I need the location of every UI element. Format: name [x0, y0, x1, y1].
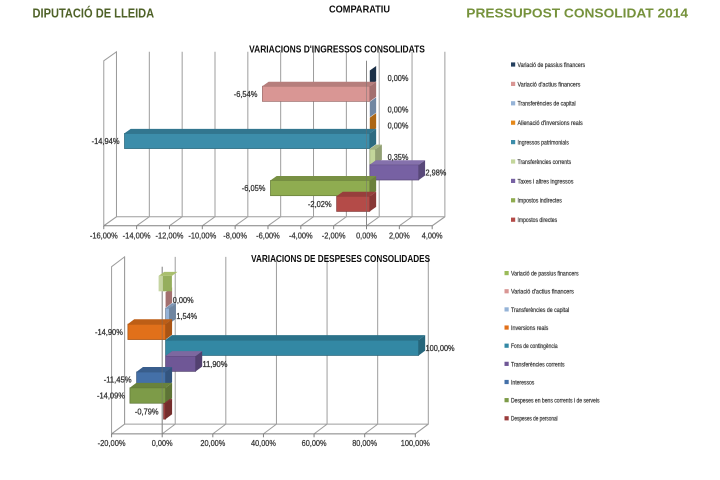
svg-text:-14,94%: -14,94% [92, 136, 120, 146]
svg-text:0,35%: 0,35% [388, 152, 409, 162]
svg-text:11,90%: 11,90% [203, 359, 228, 369]
svg-text:Transferències corrents: Transferències corrents [511, 361, 565, 368]
svg-text:-14,09%: -14,09% [97, 391, 125, 401]
svg-text:-8,00%: -8,00% [223, 231, 247, 241]
svg-text:0,00%: 0,00% [356, 231, 377, 241]
svg-text:2,98%: 2,98% [426, 167, 447, 177]
svg-text:0,00%: 0,00% [388, 73, 409, 83]
svg-text:Variació d'actius financers: Variació d'actius financers [518, 81, 581, 88]
svg-text:Taxes i altres ingressos: Taxes i altres ingressos [518, 178, 574, 185]
svg-text:Transferències de capital: Transferències de capital [518, 101, 577, 108]
svg-text:-4,00%: -4,00% [289, 231, 313, 241]
svg-text:Variació de passius financers: Variació de passius financers [511, 271, 579, 278]
svg-text:-6,00%: -6,00% [256, 231, 280, 241]
svg-text:0,00%: 0,00% [388, 105, 409, 115]
svg-text:Despeses en bens corrents i de: Despeses en bens corrents i de serveis [511, 398, 600, 405]
svg-text:Despeses de personal: Despeses de personal [511, 416, 558, 423]
svg-text:0,00%: 0,00% [152, 438, 173, 448]
svg-text:1,54%: 1,54% [176, 311, 197, 321]
svg-text:-0,79%: -0,79% [135, 407, 159, 417]
svg-text:-20,00%: -20,00% [98, 438, 126, 448]
svg-text:-16,00%: -16,00% [90, 231, 118, 241]
svg-text:60,00%: 60,00% [302, 438, 327, 448]
svg-text:Impostos indirectes: Impostos indirectes [518, 198, 563, 205]
svg-text:Fons de contingència: Fons de contingència [511, 343, 558, 350]
svg-text:Variació de passius financers: Variació de passius financers [518, 62, 586, 69]
svg-text:-12,00%: -12,00% [156, 231, 184, 241]
svg-text:Impostos directes: Impostos directes [518, 217, 558, 224]
svg-text:Variació d'actius financers: Variació d'actius financers [511, 289, 574, 296]
svg-text:0,00%: 0,00% [173, 295, 194, 305]
svg-text:VARIACIONS DE DESPESES CONSOLI: VARIACIONS DE DESPESES CONSOLIDADES [251, 253, 430, 265]
svg-text:-6,54%: -6,54% [234, 89, 258, 99]
svg-text:-10,00%: -10,00% [188, 231, 216, 241]
svg-text:80,00%: 80,00% [352, 438, 377, 448]
svg-text:PRESSUPOST CONSOLIDAT 2014: PRESSUPOST CONSOLIDAT 2014 [466, 5, 688, 20]
svg-text:20,00%: 20,00% [200, 438, 225, 448]
svg-text:COMPARATIU: COMPARATIU [329, 5, 390, 16]
svg-text:DIPUTACIÓ DE LLEIDA: DIPUTACIÓ DE LLEIDA [33, 5, 155, 20]
svg-text:Transferències corrents: Transferències corrents [518, 159, 572, 166]
svg-text:-14,90%: -14,90% [95, 327, 123, 337]
svg-text:Alienació d'inversions reals: Alienació d'inversions reals [518, 120, 584, 127]
svg-text:Interessos: Interessos [511, 379, 535, 386]
svg-text:Inversions reals: Inversions reals [511, 325, 549, 332]
svg-text:Transferències de capital: Transferències de capital [511, 307, 570, 314]
svg-text:-2,02%: -2,02% [308, 199, 332, 209]
svg-text:-11,45%: -11,45% [104, 375, 132, 385]
svg-text:40,00%: 40,00% [251, 438, 276, 448]
svg-text:4,00%: 4,00% [422, 231, 443, 241]
svg-text:0,00%: 0,00% [388, 120, 409, 130]
svg-text:Ingressos patrimonials: Ingressos patrimonials [518, 140, 570, 147]
svg-text:2,00%: 2,00% [389, 231, 410, 241]
svg-text:-14,00%: -14,00% [123, 231, 151, 241]
svg-text:-6,05%: -6,05% [242, 183, 266, 193]
svg-text:VARIACIONS D'INGRESSOS CONSOLI: VARIACIONS D'INGRESSOS CONSOLIDATS [249, 44, 425, 56]
svg-text:100,00%: 100,00% [401, 438, 431, 448]
svg-text:-2,00%: -2,00% [322, 231, 346, 241]
svg-text:100,00%: 100,00% [426, 343, 456, 353]
